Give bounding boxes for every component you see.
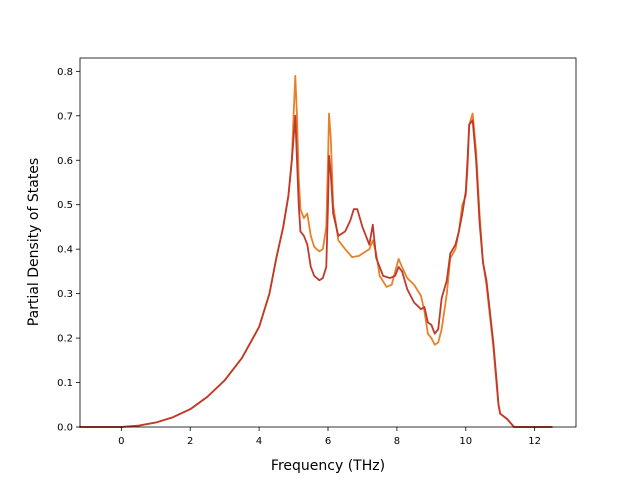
- y-tick-label: 0.1: [57, 378, 73, 389]
- y-tick-label: 0.8: [57, 67, 73, 78]
- x-axis-label: Frequency (THz): [271, 458, 385, 474]
- y-tick-label: 0.4: [57, 245, 73, 256]
- series-line-2: [79, 114, 553, 428]
- y-axis-label: Partial Density of States: [26, 158, 42, 326]
- x-tick-label: 8: [394, 436, 400, 447]
- x-axis-ticks: 0 2 4 6 8 10 12: [118, 427, 541, 447]
- series-layer: [79, 74, 553, 428]
- y-tick-label: 0.3: [57, 289, 73, 300]
- x-tick-label: 2: [187, 436, 193, 447]
- x-tick-label: 0: [118, 436, 124, 447]
- x-tick-label: 12: [528, 436, 541, 447]
- x-tick-label: 6: [325, 436, 331, 447]
- y-axis-ticks: 0.0 0.1 0.2 0.3 0.4 0.5 0.6 0.7 0.8: [57, 67, 80, 434]
- y-tick-label: 0.7: [57, 111, 73, 122]
- x-tick-label: 4: [256, 436, 262, 447]
- x-tick-label: 10: [459, 436, 472, 447]
- y-tick-label: 0.0: [57, 423, 73, 434]
- y-tick-label: 0.5: [57, 200, 73, 211]
- y-tick-label: 0.2: [57, 334, 73, 345]
- y-tick-label: 0.6: [57, 156, 73, 167]
